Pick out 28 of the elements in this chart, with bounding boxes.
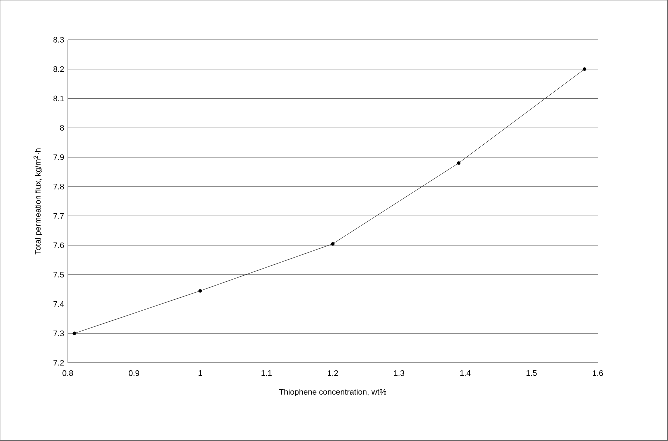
y-tick-label: 7.5 bbox=[54, 272, 64, 278]
x-axis-title: Thiophene concentration, wt% bbox=[279, 389, 386, 397]
x-tick-label: 1.2 bbox=[328, 370, 338, 376]
y-tick-label: 7.4 bbox=[54, 302, 64, 308]
y-tick-label: 7.7 bbox=[54, 213, 64, 219]
x-tick-label: 0.9 bbox=[129, 370, 140, 376]
y-tick-label: 7.2 bbox=[54, 360, 64, 366]
point bbox=[457, 162, 461, 166]
y-tick-label: 7.6 bbox=[54, 242, 64, 248]
x-tick-label: 1.6 bbox=[593, 370, 604, 376]
x-tick-label: 1.5 bbox=[526, 370, 537, 376]
y-tick-label: 8.1 bbox=[54, 96, 64, 102]
y-tick-label: 7.8 bbox=[54, 184, 64, 190]
x-tick-label: 1.4 bbox=[460, 370, 471, 376]
y-tick-label: 8.3 bbox=[54, 37, 64, 43]
point bbox=[331, 242, 335, 246]
x-tick-label: 0.8 bbox=[62, 370, 74, 376]
y-tick-label: 8.2 bbox=[54, 66, 64, 72]
x-tick-label: 1.1 bbox=[262, 370, 272, 376]
y-tick-label: 7.3 bbox=[54, 330, 64, 336]
point bbox=[198, 289, 202, 293]
x-tick-label: 1 bbox=[198, 370, 202, 376]
x-tick-label: 1.3 bbox=[394, 370, 404, 376]
y-tick-label: 7.9 bbox=[54, 154, 64, 160]
point bbox=[72, 332, 76, 336]
point bbox=[582, 68, 587, 72]
y-axis-title: Total permeation flux, kg/m$^{2}$·h bbox=[34, 148, 42, 255]
y-tick-label: 8 bbox=[60, 125, 64, 131]
